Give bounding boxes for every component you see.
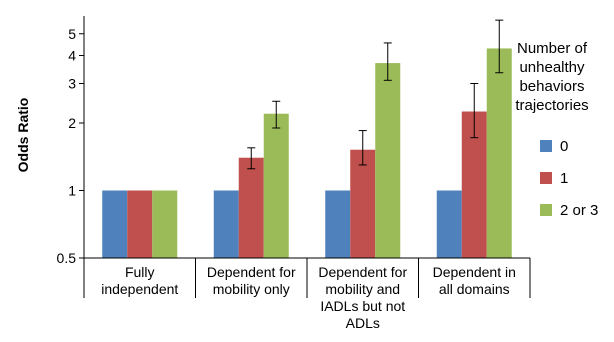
y-tick-label: 1 xyxy=(68,182,76,198)
error-bars xyxy=(247,19,504,170)
y-tick-labels: 0.5 1 2 3 4 5 xyxy=(57,26,77,266)
category-label: IADLs but not xyxy=(320,298,405,314)
bar xyxy=(213,190,239,258)
category-label: Fully xyxy=(125,264,155,280)
bar xyxy=(127,190,153,258)
category-label: Dependent in xyxy=(433,264,516,280)
y-tick-label: 2 xyxy=(68,115,76,131)
legend-swatch xyxy=(540,204,552,216)
bar xyxy=(375,63,401,258)
legend-label: 1 xyxy=(560,170,568,187)
legend-title: trajectories xyxy=(515,97,588,114)
bars xyxy=(102,48,512,258)
y-axis-title: Odds Ratio xyxy=(15,98,31,173)
y-tick-label: 4 xyxy=(68,47,76,63)
category-label: mobility only xyxy=(213,281,290,297)
category-label: mobility and xyxy=(325,281,400,297)
legend-title: Number of xyxy=(517,40,588,57)
y-tick-label: 5 xyxy=(68,26,76,42)
legend: Number of unhealthy behaviors trajectories 0… xyxy=(515,40,598,219)
legend-label: 0 xyxy=(560,138,568,155)
legend-swatch xyxy=(540,172,552,184)
legend-label: 2 or 3 xyxy=(560,202,598,219)
legend-title: unhealthy xyxy=(519,59,585,76)
bar xyxy=(325,190,351,258)
category-label: Dependent for xyxy=(318,264,407,280)
bar xyxy=(486,48,512,258)
category-label: independent xyxy=(101,281,178,297)
bar xyxy=(436,190,462,258)
bar xyxy=(152,190,178,258)
bar xyxy=(102,190,128,258)
bar xyxy=(263,113,289,258)
y-tick-label: 3 xyxy=(68,76,76,92)
axes xyxy=(79,16,531,298)
category-label: all domains xyxy=(439,281,510,297)
y-tick-label: 0.5 xyxy=(57,250,77,266)
bar xyxy=(238,157,264,258)
legend-swatch xyxy=(540,140,552,152)
legend-title: behaviors xyxy=(519,78,584,95)
bar xyxy=(350,149,376,258)
category-label: Dependent for xyxy=(207,264,296,280)
category-label: ADLs xyxy=(346,315,380,331)
